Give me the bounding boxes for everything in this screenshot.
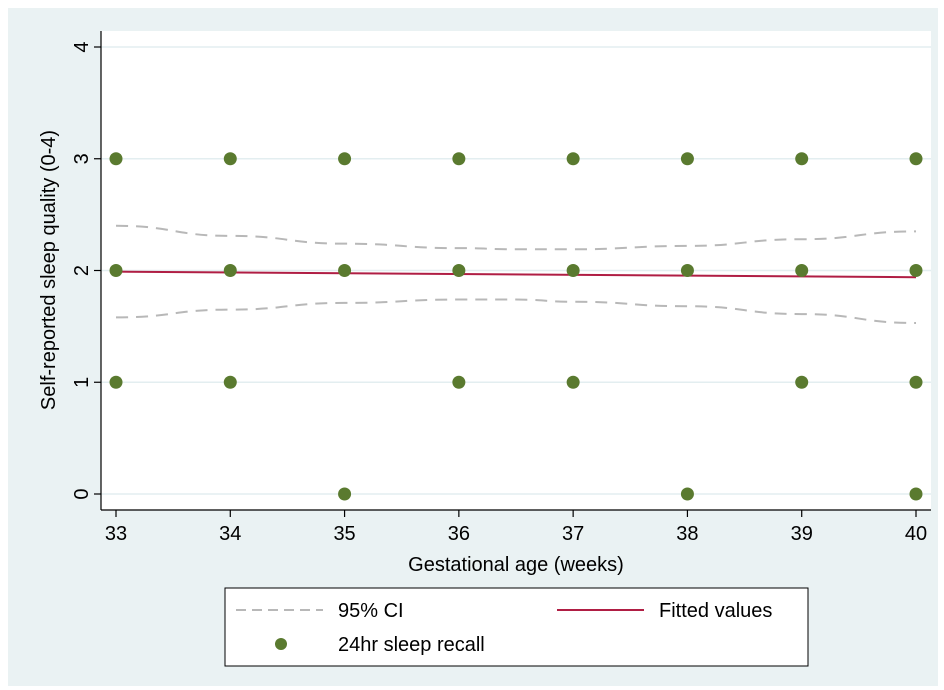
data-point-38-2 (680, 264, 694, 277)
y-tick-label-4: 4 (71, 41, 93, 52)
grid-lines (101, 46, 931, 495)
y-tick-label-1: 1 (71, 377, 93, 388)
fitted-line (115, 270, 917, 279)
data-point-40-0 (909, 487, 923, 501)
data-point-40-3 (909, 152, 923, 166)
data-point-35-2 (338, 264, 352, 277)
legend-points-label: 24hr sleep recall (338, 634, 485, 656)
ci-band (115, 224, 917, 325)
data-point-33-3 (109, 152, 123, 166)
legend-box (224, 587, 809, 667)
y-tick-label-0: 0 (71, 488, 93, 499)
ci-upper-line (115, 224, 917, 251)
legend-fitted-label: Fitted values (659, 600, 772, 622)
data-point-33-1 (109, 375, 123, 389)
data-point-39-3 (795, 152, 809, 166)
data-point-39-1 (795, 375, 809, 389)
ci-lower-line (115, 298, 917, 325)
data-point-38-0 (680, 487, 694, 501)
data-point-36-2 (452, 264, 466, 277)
legend-points-swatch (275, 638, 287, 650)
data-point-34-3 (223, 152, 237, 166)
data-point-35-0 (338, 487, 352, 501)
data-point-33-2 (109, 264, 123, 277)
y-tick-label-2: 2 (71, 265, 93, 276)
x-tick-label-34: 34 (219, 523, 241, 545)
x-axis-title: Gestational age (weeks) (408, 554, 624, 576)
data-point-40-2 (909, 264, 923, 277)
x-tick-label-40: 40 (905, 523, 927, 545)
data-point-34-1 (223, 375, 237, 389)
x-tick-label-38: 38 (676, 523, 698, 545)
x-tick-label-33: 33 (105, 523, 127, 545)
data-point-37-3 (566, 152, 580, 166)
y-axis-ticks: 0 1 2 3 4 (71, 41, 101, 500)
y-tick-label-3: 3 (71, 153, 93, 164)
x-axis-ticks: 33 34 35 36 37 38 39 40 (105, 510, 927, 545)
x-tick-label-35: 35 (333, 523, 355, 545)
data-point-40-1 (909, 375, 923, 389)
data-point-35-3 (338, 152, 352, 166)
legend-ci-label: 95% CI (338, 600, 404, 622)
data-points (109, 152, 923, 501)
data-point-37-2 (566, 264, 580, 277)
data-point-36-3 (452, 152, 466, 166)
data-point-36-1 (452, 375, 466, 389)
x-tick-label-37: 37 (562, 523, 584, 545)
y-axis-title: Self-reported sleep quality (0-4) (38, 130, 60, 410)
data-point-39-2 (795, 264, 809, 277)
fitted-values-line (115, 270, 917, 279)
data-point-37-1 (566, 375, 580, 389)
x-tick-label-39: 39 (791, 523, 813, 545)
data-point-34-2 (223, 264, 237, 277)
x-tick-label-36: 36 (448, 523, 470, 545)
legend: 95% CI Fitted values 24hr sleep recall (224, 587, 809, 667)
data-point-38-3 (680, 152, 694, 166)
